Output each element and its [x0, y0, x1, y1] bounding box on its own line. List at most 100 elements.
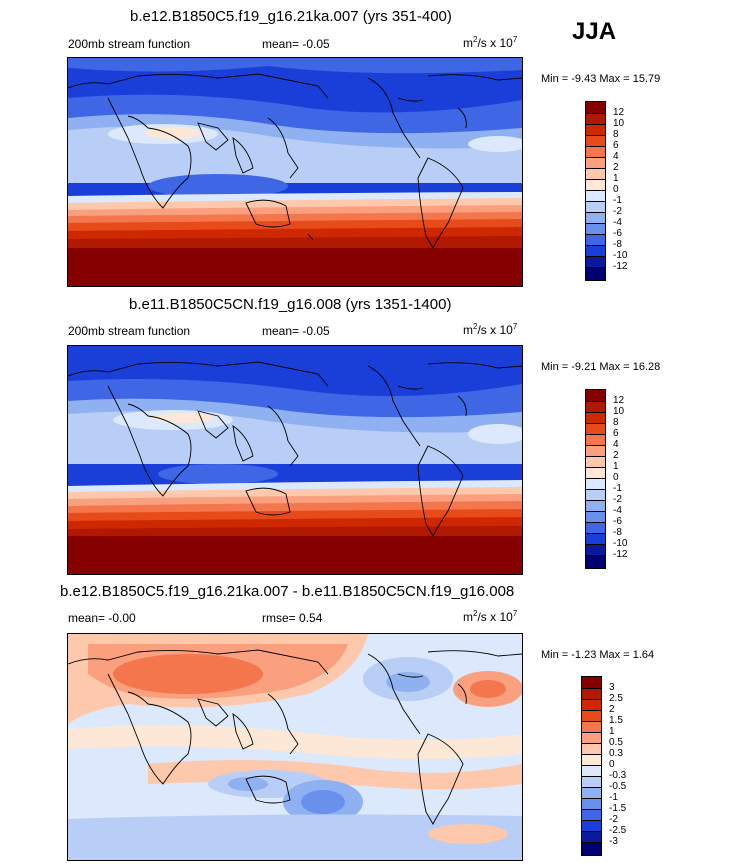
panel3-rmse-label: rmse= 0.54: [262, 611, 323, 625]
panel3-colorbar-tick: 2: [609, 704, 615, 715]
panel3-colorbar-tick: 2.5: [609, 693, 623, 704]
panel2-colorbar-swatch: [586, 512, 605, 523]
panel3-band: [301, 790, 345, 814]
panel1-colorbar-tick: -12: [613, 261, 628, 272]
panel1-colorbar-tick: -6: [613, 228, 622, 239]
panel2-colorbar-tick: 12: [613, 395, 625, 406]
panel3-coastlines: [68, 649, 522, 825]
panel3-colorbar-swatch: [582, 810, 601, 821]
panel2-colorbar-swatch: [586, 468, 605, 479]
panel2-colorbar-swatch: [586, 523, 605, 534]
panel1-colorbar-tick: 8: [613, 129, 619, 140]
panel3-colorbar-swatch: [582, 711, 601, 722]
panel3-colorbar-swatch: [582, 843, 601, 855]
panel2-colorbar-swatch: [586, 556, 605, 568]
panel1-colorbar-swatch: [586, 180, 605, 191]
panel3-units-label: m2/s x 107: [463, 609, 518, 624]
panel2-colorbar-swatch: [586, 501, 605, 512]
panel1-band: [468, 136, 522, 152]
panel2-colorbar-tick: -4: [613, 505, 622, 516]
panel1-colorbar-tick: -10: [613, 250, 628, 261]
panel1-colorbar-swatch: [586, 213, 605, 224]
panel3-colorbar-swatch: [582, 733, 601, 744]
panel3-colorbar-tick: 1: [609, 726, 615, 737]
panel2-coastlines: [68, 361, 522, 537]
panel1-mean-label: mean= -0.05: [262, 37, 330, 51]
panel3-colorbar-tick: 1.5: [609, 715, 623, 726]
panel1-band: [68, 248, 522, 286]
panel1-colorbar-tick: 6: [613, 140, 619, 151]
panel3-colorbar-tick: 0.5: [609, 737, 623, 748]
panel3-band: [148, 760, 522, 790]
panel3-colorbar-tick: -1: [609, 792, 618, 803]
panel2-band: [158, 464, 278, 484]
panel1-colorbar-tick: 4: [613, 151, 619, 162]
panel1-colorbar-tick: -8: [613, 239, 622, 250]
panel2-colorbar-tick: 8: [613, 417, 619, 428]
panel3-colorbar-swatch: [582, 777, 601, 788]
panel3-colorbar-tick: 0.3: [609, 748, 623, 759]
panel1-colorbar: [585, 101, 606, 281]
panel1-units-label: m2/s x 107: [463, 35, 518, 50]
panel2-colorbar: [585, 389, 606, 569]
panel2-colorbar-tick: 10: [613, 406, 625, 417]
panel3-colorbar-tick: 0: [609, 759, 615, 770]
panel3-band: [68, 814, 522, 860]
panel2-colorbar-tick: -1: [613, 483, 622, 494]
panel3-colorbar-tick: -3: [609, 836, 618, 847]
panel2-colorbar-swatch: [586, 402, 605, 413]
panel1-colorbar-tick: 1: [613, 173, 619, 184]
panel3-colorbar-swatch: [582, 689, 601, 700]
panel2-map: [67, 345, 523, 575]
panel1-colorbar-tick: 12: [613, 107, 625, 118]
panel1-contour-plot: [68, 58, 522, 286]
panel3-colorbar: [581, 676, 602, 856]
panel2-band: [468, 424, 522, 444]
panel2-minmax: Min = -9.21 Max = 16.28: [541, 361, 661, 373]
panel2-colorbar-swatch: [586, 534, 605, 545]
panel2-colorbar-tick: -12: [613, 549, 628, 560]
panel1-colorbar-swatch: [586, 102, 605, 114]
panel1-coastlines: [68, 73, 522, 249]
panel2-colorbar-swatch: [586, 457, 605, 468]
panel3-colorbar-tick: -2.5: [609, 825, 627, 836]
panel3-band: [428, 824, 508, 844]
panel2-colorbar-tick: 4: [613, 439, 619, 450]
panel2-colorbar-tick: -10: [613, 538, 628, 549]
panel3-colorbar-swatch: [582, 677, 601, 689]
panel2-colorbar-swatch: [586, 435, 605, 446]
panel2-colorbar-swatch: [586, 545, 605, 556]
panel1-title: b.e12.B1850C5.f19_g16.21ka.007 (yrs 351-…: [130, 8, 452, 25]
season-label: JJA: [572, 18, 617, 45]
panel1-colorbar-tick: -1: [613, 195, 622, 206]
panel3-colorbar-swatch: [582, 821, 601, 832]
panel1-colorbar-swatch: [586, 235, 605, 246]
panel3-contour-plot: [68, 634, 522, 860]
panel2-variable-label: 200mb stream function: [68, 324, 191, 338]
panel3-band: [68, 725, 522, 759]
panel3-colorbar-swatch: [582, 744, 601, 755]
panel1-colorbar-swatch: [586, 169, 605, 180]
panel1-colorbar-tick: 0: [613, 184, 619, 195]
panel3-colorbar-tick: -0.3: [609, 770, 627, 781]
panel2-colorbar-tick: -6: [613, 516, 622, 527]
panel1-colorbar-swatch: [586, 136, 605, 147]
panel3-colorbar-swatch: [582, 788, 601, 799]
panel2-colorbar-swatch: [586, 490, 605, 501]
panel3-mean-label: mean= -0.00: [68, 611, 136, 625]
panel1-colorbar-swatch: [586, 125, 605, 136]
panel2-colorbar-tick: -8: [613, 527, 622, 538]
panel1-variable-label: 200mb stream function: [68, 37, 191, 51]
panel1-band: [68, 58, 522, 74]
panel2-band: [153, 413, 213, 423]
panel2-units-label: m2/s x 107: [463, 322, 518, 337]
panel3-colorbar-swatch: [582, 832, 601, 843]
panel2-contour-plot: [68, 346, 522, 574]
panel3-colorbar-swatch: [582, 722, 601, 733]
panel3-colorbar-tick: -2: [609, 814, 618, 825]
panel2-colorbar-tick: 6: [613, 428, 619, 439]
panel2-colorbar-swatch: [586, 424, 605, 435]
panel2-title: b.e11.B1850C5CN.f19_g16.008 (yrs 1351-14…: [129, 296, 452, 313]
panel3-colorbar-swatch: [582, 755, 601, 766]
panel3-colorbar-tick: 3: [609, 682, 615, 693]
